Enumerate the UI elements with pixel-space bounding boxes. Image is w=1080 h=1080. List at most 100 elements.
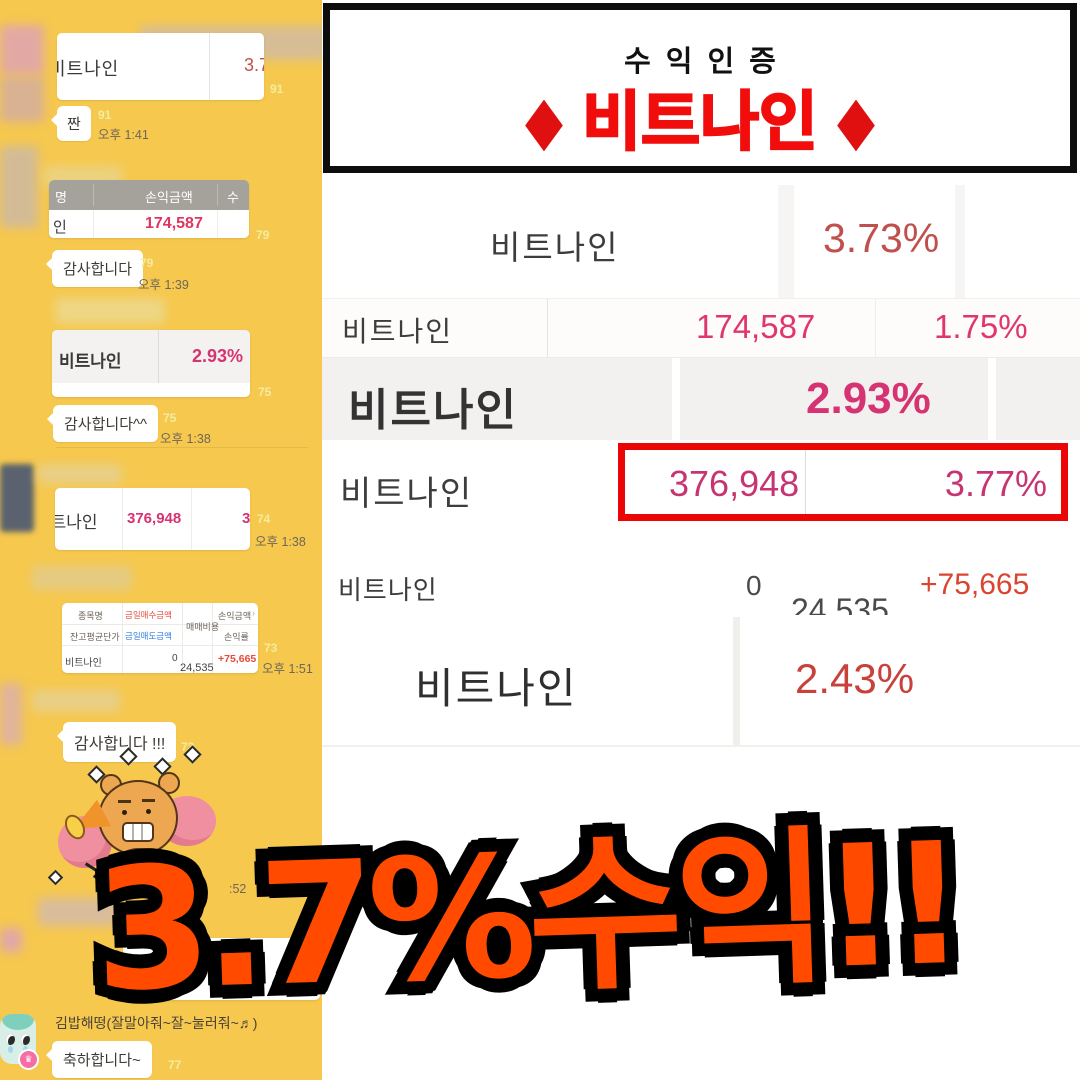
profit-amount: +75,665: [218, 653, 257, 665]
chat-user-name: 김밥해떵(잘말아줘~잘~눌러줘~♬): [55, 1015, 258, 1031]
censored-block: [0, 76, 44, 122]
grid-line: [62, 624, 258, 625]
timestamp: 오후 1:51: [262, 662, 313, 676]
censored-block: [0, 25, 44, 75]
page-title: ◆ 비트나인 ◆: [330, 83, 1070, 159]
chat-result-card-detail[interactable]: 종목명 금일매수금액 매매비용 손익금액 › 잔고평균단가 금일매도금액 손익률…: [62, 603, 258, 673]
chat-bubble[interactable]: 감사합니다^^: [46, 405, 159, 442]
result-row-4: 비트나인 376,948 3.77%: [322, 440, 1080, 530]
unread-count: 73: [264, 641, 278, 655]
censored-block: [0, 683, 22, 745]
ryan-celebration-sticker: [47, 745, 248, 907]
grid-line: [182, 603, 183, 673]
unread-count: 75: [258, 385, 272, 399]
crown-badge: ♛: [18, 1049, 39, 1070]
cell-divider: [805, 450, 806, 514]
grid-line: [212, 603, 213, 673]
chevron-right-icon: ›: [252, 608, 255, 618]
censored-block: [55, 298, 165, 324]
cell-divider: [93, 210, 94, 238]
result-row: 비트나인 2.93%: [52, 330, 250, 383]
ryan-eyebrow: [142, 799, 155, 802]
profit-report-panel: 수익인증 ◆ 비트나인 ◆ 비트나인 3.73% 비트나인 174,587 1.75…: [322, 0, 1080, 1080]
card-footer: [52, 383, 250, 397]
col-header-sell: 금일매도금액: [125, 631, 172, 641]
buy-amount: 0: [746, 570, 762, 601]
profit-amount: 376,948: [127, 510, 182, 527]
chat-bubble[interactable]: 축하합니다~: [46, 1041, 152, 1078]
stock-name: 비트나인: [57, 59, 120, 79]
profit-rate: 3.77%: [944, 463, 1047, 504]
stock-name: 비트나인: [342, 316, 454, 347]
highlight-box: 376,948 3.77%: [618, 443, 1068, 521]
ryan-eyebrow: [118, 800, 131, 803]
chat-result-card-174587[interactable]: 명 손익금액 수익 인 174,587: [49, 180, 249, 238]
avatar[interactable]: [0, 1014, 36, 1064]
profit-amount: 174,587: [696, 308, 816, 345]
profit-banner: 3.7%수익!! 3.7%수익!!: [79, 765, 1048, 1055]
grid-line: [122, 603, 123, 673]
title-box: 수익인증 ◆ 비트나인 ◆: [323, 3, 1077, 173]
censored-block: [32, 566, 132, 590]
profit-rate: 1.75%: [934, 308, 1028, 345]
bubble-text: 감사합니다^^: [64, 416, 148, 433]
profit-rate: 3.73%: [823, 215, 940, 261]
unread-count: 79: [140, 256, 154, 270]
profit-rate: 2.93%: [806, 374, 931, 423]
bubble-text: 축하합니다~: [63, 1052, 141, 1069]
cell-divider: [217, 210, 218, 238]
stock-name: 비트나인: [415, 665, 578, 712]
stock-name: 비트나인: [55, 513, 98, 532]
stock-name: 비트나인: [490, 229, 620, 266]
cell-divider: [191, 488, 192, 550]
stock-name: 비트나인: [340, 475, 474, 513]
cell-divider: [547, 299, 548, 357]
diamond-icon: ◆: [836, 83, 875, 159]
stock-name: 비트나인: [65, 658, 102, 669]
column-gap: [672, 358, 680, 440]
avatar-eye: [21, 1034, 30, 1045]
fee-amount: 24,535: [791, 592, 889, 615]
chat-result-card-293[interactable]: 비트나인 2.93%: [52, 330, 250, 397]
column-gap: [988, 358, 996, 440]
stock-name: 비트나인: [338, 575, 438, 605]
profit-amount: 376,948: [669, 463, 800, 504]
chat-bubble[interactable]: 짠: [51, 106, 91, 141]
profit-banner-text: 3.7%수익!!: [91, 805, 962, 1029]
censored-block: [32, 690, 120, 712]
chat-bubble[interactable]: 감사합니다: [45, 250, 144, 287]
fee-amount: 24,535: [180, 662, 214, 673]
title-text: 비트나인: [581, 86, 819, 158]
profit-amount: +75,665: [920, 568, 1030, 601]
censored-block: [0, 928, 22, 952]
col-header-item: 종목명: [78, 611, 103, 621]
row-divider: [322, 745, 1080, 747]
chat-result-card-376948[interactable]: 비트나인 376,948 3: [55, 488, 250, 550]
column-band: [778, 185, 794, 298]
unread-count: 74: [257, 512, 271, 526]
timestamp: 오후 1:39: [138, 278, 189, 292]
chat-result-card-373[interactable]: 비트나인 3.73: [57, 33, 264, 100]
table-row: 인 174,587: [49, 210, 249, 238]
buy-amount: 0: [172, 653, 178, 664]
timestamp: :52: [229, 882, 247, 896]
profit-amount: 174,587: [145, 215, 203, 232]
grid-line: [62, 645, 258, 646]
table-header: 명 손익금액 수익: [49, 180, 249, 224]
cell-divider: [158, 330, 159, 383]
kakao-chat-panel: 비트나인 3.73 91 짠 91 오후 1:41 명 손익금액 수익 인 17…: [0, 0, 322, 1080]
ryan-eye: [122, 810, 127, 815]
bubble-text: 감사합니다 !!!: [74, 736, 166, 753]
section-divider: [56, 447, 308, 448]
col-header-name: 명: [55, 190, 67, 205]
censored-block: [38, 464, 122, 484]
timestamp: 오후 1:38: [255, 535, 306, 549]
diamond-icon: ◆: [525, 83, 564, 159]
col-header-pl: 손익금액: [218, 611, 252, 621]
avatar-tear: [8, 1046, 13, 1053]
card-divider: [209, 33, 210, 100]
stock-name: 비트나인: [133, 963, 196, 982]
ryan-eye: [146, 809, 151, 814]
chat-result-card-bottom[interactable]: 비트나인: [123, 938, 320, 1000]
col-header-avg: 잔고평균단가: [70, 632, 120, 642]
